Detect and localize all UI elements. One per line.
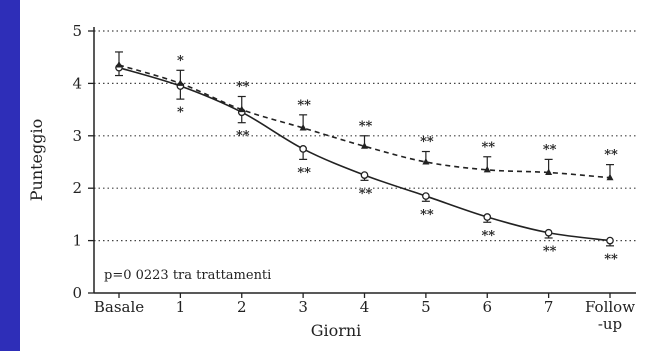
series-1-point-7 [544, 228, 553, 237]
series-2-significance-1: * [177, 53, 184, 68]
series-2-point-2 [238, 105, 246, 113]
gridlines [94, 30, 636, 242]
series-1-significance-2: ** [236, 129, 250, 144]
x-tick-label-1: 1 [176, 298, 186, 316]
series-1-significance-3: ** [297, 165, 311, 180]
series-2-point-8 [606, 173, 614, 181]
series-2-significance-5: ** [420, 135, 434, 150]
y-tick-label-3: 3 [72, 127, 82, 145]
series-2-point-3 [299, 123, 307, 131]
series-1-point-4 [360, 171, 369, 179]
tick-labels: 0 1 2 3 4 5 Basale 1 2 3 4 5 6 7 Follow-up [72, 22, 635, 333]
x-tick-label-8-0: Follow [585, 298, 635, 316]
y-tick-label-0: 0 [72, 284, 82, 302]
x-tick-label-8-1: -up [598, 315, 622, 333]
series-1-significance-4: ** [359, 186, 373, 201]
series-2-point-6 [483, 165, 491, 173]
series-1-point-8 [606, 236, 614, 245]
series-1-point-3 [299, 145, 307, 153]
series-1-line [118, 66, 611, 242]
series-2-point-5 [422, 158, 430, 165]
axes [88, 27, 636, 298]
x-tick-label-4: 4 [360, 298, 370, 316]
x-tick-label-6: 6 [482, 298, 492, 316]
x-tick-label-0: Basale [94, 298, 144, 316]
series-1-significance-1: * [177, 105, 184, 120]
y-axis-title: Punteggio [27, 119, 46, 202]
series-1-point-6 [483, 213, 492, 221]
line-chart: ************************ ** ** ** 012345Bas… [27, 22, 636, 340]
series-2-point-1 [176, 79, 184, 86]
p-value-note: p=0 0223 tra trattamenti [104, 268, 271, 283]
x-axis-title: Giorni [311, 321, 362, 340]
y-tick-label-1: 1 [72, 232, 82, 250]
series-2-significance-2: ** [236, 80, 250, 95]
series-2-significance-4: ** [359, 119, 373, 134]
chart-paper: * ** ** ** ** ** ** ** * ** ** ** ** ** ** ** 0 1 2 3 4 5 Bas… [20, 0, 667, 351]
series-2-point-7 [545, 168, 553, 175]
x-tick-label-3: 3 [298, 298, 308, 316]
y-tick-label-2: 2 [72, 179, 82, 197]
series-2-point-0 [115, 61, 123, 68]
series-2-significance-8: ** [604, 148, 618, 163]
x-tick-label-5: 5 [421, 298, 431, 316]
series-1-significance-8: ** [604, 252, 618, 267]
series-1: *************** [115, 63, 618, 267]
x-tick-label-2: 2 [237, 298, 247, 316]
y-tick-label-5: 5 [72, 22, 82, 40]
series-layer: ************************ ** ** ** [115, 51, 618, 267]
series-1-significance-5: ** [420, 207, 434, 222]
series-2: ********* ** ** ** [115, 51, 618, 181]
series-2-point-4 [361, 142, 368, 149]
series-2-significance-3: ** [297, 98, 311, 113]
series-2-significance-6: ** [481, 140, 495, 155]
series-1-significance-7: ** [543, 244, 557, 259]
x-tick-label-7: 7 [544, 298, 554, 316]
series-1-point-5 [422, 192, 430, 200]
series-1-significance-6: ** [481, 228, 495, 243]
series-2-significance-7: ** [543, 142, 557, 157]
y-tick-label-4: 4 [72, 74, 82, 92]
